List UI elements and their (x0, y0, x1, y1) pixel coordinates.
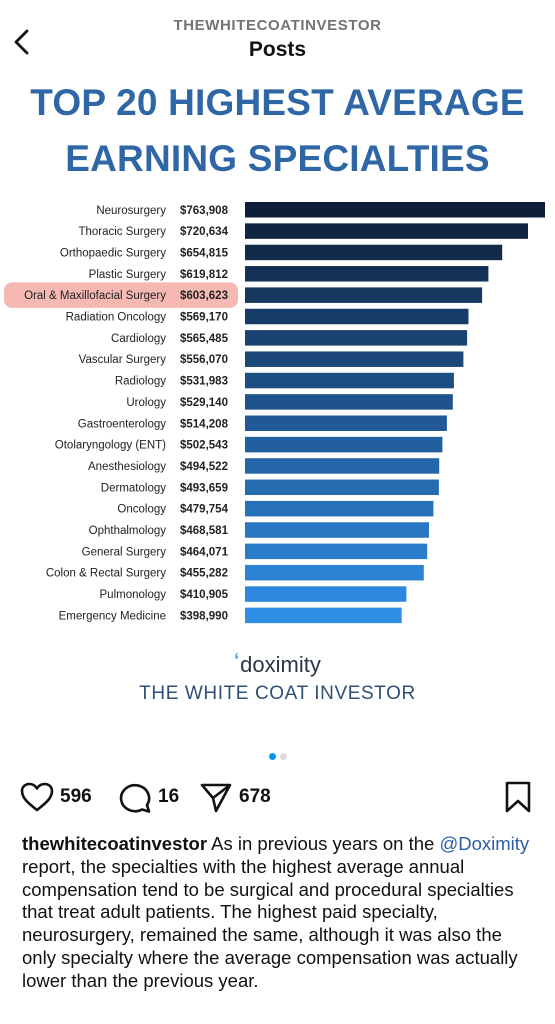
doximity-mark-icon: ʻ (234, 650, 240, 670)
bar (245, 202, 545, 218)
bar (245, 287, 483, 303)
category-label: Radiology (115, 376, 166, 388)
page-title: Posts (248, 38, 307, 61)
category-label: General Surgery (82, 546, 167, 558)
bookmark-icon (505, 781, 531, 813)
value-label: $763,908 (180, 205, 229, 217)
post-image[interactable]: TOP 20 HIGHEST AVERAGE EARNING SPECIALTI… (0, 74, 555, 742)
heart-icon (20, 782, 54, 812)
save-button[interactable] (504, 780, 532, 814)
chart-title-line2: EARNING SPECIALTIES (65, 138, 490, 179)
category-label: Vascular Surgery (79, 354, 167, 366)
send-icon (200, 783, 232, 813)
category-label: Otolaryngology (ENT) (55, 440, 166, 452)
value-label: $455,282 (180, 568, 228, 580)
bar-chart: Neurosurgery $763,908 Thoracic Surgery $720… (4, 202, 545, 624)
value-label: $514,208 (180, 418, 229, 430)
bar (245, 223, 528, 239)
doximity-logo: ʻdoximity (0, 650, 555, 678)
like-button[interactable]: 596 (20, 780, 92, 814)
category-label: Gastroenterology (78, 418, 166, 430)
value-label: $603,623 (180, 290, 228, 302)
bar (245, 266, 489, 282)
bar (245, 244, 503, 261)
carousel-indicator (0, 753, 555, 760)
likes-count: 596 (60, 786, 92, 807)
bar (245, 543, 428, 560)
comment-icon (119, 783, 151, 813)
value-label: $531,983 (180, 376, 228, 388)
carousel-dot-1[interactable] (268, 753, 276, 760)
bar (245, 479, 439, 496)
bar (245, 436, 443, 453)
chevron-left-icon (14, 29, 29, 55)
value-label: $529,140 (180, 397, 228, 409)
bar (245, 607, 402, 624)
bar (245, 330, 468, 346)
chart-title-line1: TOP 20 HIGHEST AVERAGE (30, 82, 525, 123)
category-label: Oral & Maxillofacial Surgery (24, 290, 166, 302)
bar (245, 308, 469, 325)
bar (245, 394, 453, 410)
caption-mention-link[interactable]: @Doximity (439, 833, 530, 854)
category-label: Thoracic Surgery (78, 226, 166, 238)
caption-text-2: report, the specialties with the highest… (22, 855, 518, 991)
category-label: Radiation Oncology (66, 312, 167, 324)
action-bar: 596 16 678 (0, 780, 555, 814)
value-label: $410,905 (180, 589, 229, 601)
value-label: $464,071 (180, 546, 229, 558)
share-button[interactable]: 678 (199, 780, 271, 814)
top-bar: THEWHITECOATINVESTOR Posts (0, 0, 555, 74)
value-label: $493,659 (180, 482, 228, 494)
bar (245, 351, 464, 367)
bar (245, 564, 424, 581)
bar (245, 372, 454, 389)
value-label: $556,070 (180, 354, 228, 366)
category-label: Dermatology (101, 482, 166, 494)
account-name[interactable]: THEWHITECOATINVESTOR (173, 17, 382, 34)
caption-username[interactable]: thewhitecoatinvestor (22, 833, 208, 854)
category-label: Pulmonology (100, 589, 167, 601)
category-label: Emergency Medicine (59, 610, 166, 622)
post-caption: thewhitecoatinvestor As in previous year… (22, 833, 540, 993)
category-label: Cardiology (111, 333, 166, 345)
comment-button[interactable]: 16 (118, 780, 179, 814)
category-label: Orthopaedic Surgery (60, 247, 166, 259)
value-label: $494,522 (180, 461, 228, 473)
category-label: Colon & Rectal Surgery (46, 568, 166, 580)
value-label: $398,990 (180, 610, 228, 622)
category-label: Urology (126, 397, 166, 409)
category-label: Plastic Surgery (89, 269, 167, 281)
caption-text-1: As in previous years on the (207, 833, 440, 854)
value-label: $502,543 (180, 440, 228, 452)
brand-name: doximity (240, 652, 321, 677)
back-button[interactable] (8, 26, 36, 58)
value-label: $468,581 (180, 525, 229, 537)
bar (245, 458, 440, 474)
carousel-dot-2[interactable] (279, 753, 287, 760)
value-label: $619,812 (180, 269, 228, 281)
category-label: Ophthalmology (89, 525, 167, 537)
highlight-box (4, 282, 238, 308)
category-label: Oncology (117, 504, 166, 516)
category-label: Anesthesiology (88, 461, 166, 473)
bar (245, 500, 434, 517)
footer-brand: THE WHITE COAT INVESTOR (139, 683, 416, 704)
shares-count: 678 (239, 786, 271, 807)
value-label: $654,815 (180, 247, 229, 259)
comments-count: 16 (158, 786, 180, 807)
value-label: $565,485 (180, 333, 229, 345)
bar (245, 415, 447, 431)
bar (245, 586, 407, 602)
category-label: Neurosurgery (96, 205, 166, 217)
value-label: $720,634 (180, 226, 229, 238)
bar (245, 522, 429, 538)
value-label: $479,754 (180, 504, 229, 516)
value-label: $569,170 (180, 312, 228, 324)
